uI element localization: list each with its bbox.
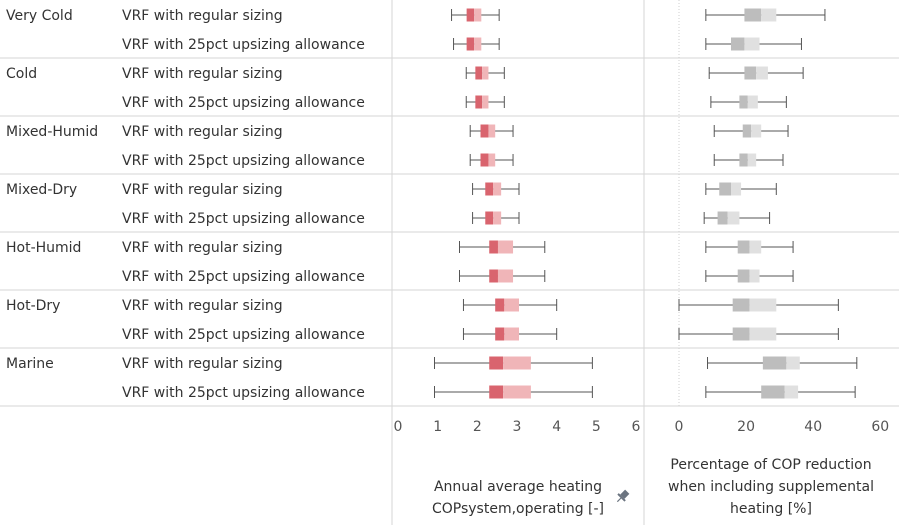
reduction-box-lower xyxy=(744,66,757,80)
cop-box-lower xyxy=(466,37,475,51)
reduction-box-upper xyxy=(727,211,740,225)
climate-zone-label: Mixed-Dry xyxy=(6,182,77,198)
x-tick-label: 6 xyxy=(632,419,641,435)
cop-box-lower xyxy=(480,153,489,167)
cop-box-upper xyxy=(504,298,519,312)
cop-box-upper xyxy=(482,66,489,80)
cop-box-upper xyxy=(493,182,502,196)
cop-box-lower xyxy=(489,356,504,370)
reduction-box-upper xyxy=(761,8,777,22)
x-tick-label: 1 xyxy=(433,419,442,435)
reduction-box-lower xyxy=(744,8,762,22)
reduction-box-lower xyxy=(731,37,745,51)
x-tick-label: 20 xyxy=(737,419,755,435)
x-tick-label: 60 xyxy=(871,419,889,435)
cop-box-upper xyxy=(493,211,502,225)
cop-box-lower xyxy=(495,298,505,312)
reduction-box-upper xyxy=(756,66,768,80)
reduction-box-lower xyxy=(732,298,750,312)
reduction-box-lower xyxy=(739,95,748,109)
x-tick-label: 5 xyxy=(592,419,601,435)
series-label: VRF with 25pct upsizing allowance xyxy=(122,269,365,285)
cop-box-upper xyxy=(488,153,496,167)
x-tick-label: 0 xyxy=(394,419,403,435)
reduction-box-upper xyxy=(747,95,758,109)
reduction-box-lower xyxy=(761,385,785,399)
reduction-box-upper xyxy=(747,153,757,167)
reduction-box-upper xyxy=(749,327,777,341)
reduction-box-upper xyxy=(744,37,760,51)
reduction-box-upper xyxy=(749,269,760,283)
reduction-box-upper xyxy=(786,356,800,370)
x-tick-label: 4 xyxy=(552,419,561,435)
x-tick-label: 3 xyxy=(513,419,522,435)
cop-box-lower xyxy=(466,8,475,22)
cop-box-upper xyxy=(503,356,531,370)
series-label: VRF with 25pct upsizing allowance xyxy=(122,211,365,227)
x-tick-label: 0 xyxy=(675,419,684,435)
cop-box-lower xyxy=(475,66,483,80)
cop-box-upper xyxy=(497,240,514,254)
series-label: VRF with 25pct upsizing allowance xyxy=(122,95,365,111)
cop-box-lower xyxy=(485,211,494,225)
series-label: VRF with regular sizing xyxy=(122,8,283,24)
x-axis-title-line: heating [%] xyxy=(730,501,812,517)
cop-box-upper xyxy=(504,327,519,341)
reduction-box-lower xyxy=(717,211,728,225)
reduction-box-lower xyxy=(737,240,750,254)
cop-box-lower xyxy=(489,240,498,254)
series-label: VRF with regular sizing xyxy=(122,298,283,314)
reduction-box-upper xyxy=(784,385,799,399)
cop-box-upper xyxy=(474,8,482,22)
cop-box-upper xyxy=(482,95,489,109)
cop-box-lower xyxy=(489,269,498,283)
x-axis-title-line: Percentage of COP reduction xyxy=(670,457,871,473)
cop-box-upper xyxy=(474,37,482,51)
series-label: VRF with 25pct upsizing allowance xyxy=(122,153,365,169)
cop-box-upper xyxy=(497,269,514,283)
reduction-box-lower xyxy=(719,182,732,196)
cop-box-lower xyxy=(489,385,504,399)
cop-box-lower xyxy=(485,182,494,196)
climate-zone-label: Marine xyxy=(6,356,54,372)
reduction-box-lower xyxy=(742,124,752,138)
x-axis-title-line: when including supplemental xyxy=(668,479,874,495)
reduction-box-lower xyxy=(762,356,787,370)
cop-box-lower xyxy=(495,327,505,341)
reduction-box-lower xyxy=(737,269,750,283)
series-label: VRF with regular sizing xyxy=(122,182,283,198)
reduction-box-upper xyxy=(749,240,762,254)
climate-zone-label: Mixed-Humid xyxy=(6,124,98,140)
reduction-box-upper xyxy=(731,182,742,196)
reduction-box-upper xyxy=(751,124,762,138)
cop-box-lower xyxy=(480,124,489,138)
series-label: VRF with regular sizing xyxy=(122,356,283,372)
climate-zone-label: Hot-Dry xyxy=(6,298,60,314)
series-label: VRF with 25pct upsizing allowance xyxy=(122,385,365,401)
series-label: VRF with 25pct upsizing allowance xyxy=(122,327,365,343)
reduction-box-lower xyxy=(732,327,750,341)
cop-box-lower xyxy=(475,95,483,109)
climate-zone-label: Very Cold xyxy=(6,8,73,24)
x-tick-label: 2 xyxy=(473,419,482,435)
climate-zone-label: Hot-Humid xyxy=(6,240,81,256)
x-axis-title-line: COPsystem,operating [-] xyxy=(432,501,604,517)
series-label: VRF with regular sizing xyxy=(122,66,283,82)
pin-icon[interactable] xyxy=(614,488,631,505)
series-label: VRF with regular sizing xyxy=(122,124,283,140)
reduction-box-upper xyxy=(749,298,777,312)
x-tick-label: 40 xyxy=(804,419,822,435)
series-label: VRF with 25pct upsizing allowance xyxy=(122,37,365,53)
cop-box-upper xyxy=(503,385,531,399)
reduction-box-lower xyxy=(739,153,748,167)
climate-zone-label: Cold xyxy=(6,66,37,82)
x-axis-title-line: Annual average heating xyxy=(434,479,602,495)
cop-box-upper xyxy=(488,124,496,138)
series-label: VRF with regular sizing xyxy=(122,240,283,256)
